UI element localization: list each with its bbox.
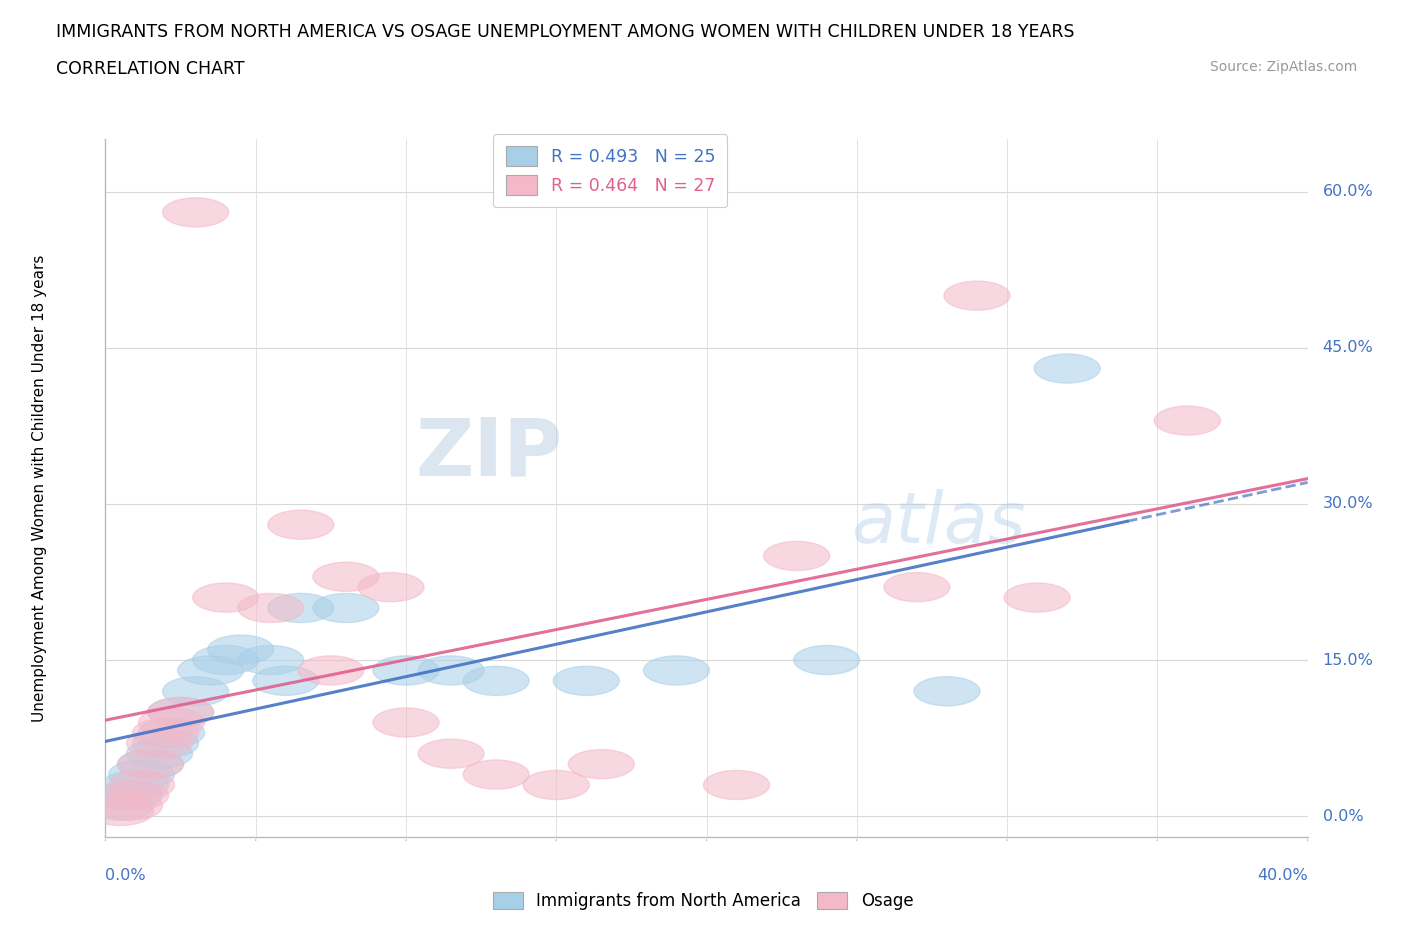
Ellipse shape xyxy=(793,645,860,674)
Ellipse shape xyxy=(463,760,529,790)
Ellipse shape xyxy=(884,573,950,602)
Ellipse shape xyxy=(312,593,380,622)
Text: Source: ZipAtlas.com: Source: ZipAtlas.com xyxy=(1209,60,1357,74)
Ellipse shape xyxy=(523,770,589,800)
Text: 0.0%: 0.0% xyxy=(1323,809,1364,824)
Ellipse shape xyxy=(914,677,980,706)
Ellipse shape xyxy=(108,760,174,790)
Text: 15.0%: 15.0% xyxy=(1323,653,1374,668)
Ellipse shape xyxy=(163,198,229,227)
Ellipse shape xyxy=(132,718,198,748)
Text: 30.0%: 30.0% xyxy=(1323,497,1374,512)
Ellipse shape xyxy=(97,791,163,820)
Ellipse shape xyxy=(703,770,769,800)
Ellipse shape xyxy=(127,739,193,768)
Text: 60.0%: 60.0% xyxy=(1323,184,1374,199)
Text: 45.0%: 45.0% xyxy=(1323,340,1374,355)
Ellipse shape xyxy=(163,677,229,706)
Legend: Immigrants from North America, Osage: Immigrants from North America, Osage xyxy=(486,885,920,917)
Ellipse shape xyxy=(103,781,169,810)
Ellipse shape xyxy=(132,729,198,758)
Ellipse shape xyxy=(553,666,620,696)
Ellipse shape xyxy=(127,729,193,758)
Ellipse shape xyxy=(193,583,259,612)
Text: ZIP: ZIP xyxy=(415,415,562,492)
Text: 40.0%: 40.0% xyxy=(1257,869,1308,883)
Ellipse shape xyxy=(193,645,259,674)
Legend: R = 0.493   N = 25, R = 0.464   N = 27: R = 0.493 N = 25, R = 0.464 N = 27 xyxy=(494,134,727,207)
Ellipse shape xyxy=(1004,583,1070,612)
Ellipse shape xyxy=(177,656,243,685)
Ellipse shape xyxy=(418,656,484,685)
Ellipse shape xyxy=(763,541,830,570)
Ellipse shape xyxy=(1033,354,1101,383)
Ellipse shape xyxy=(87,796,153,826)
Text: IMMIGRANTS FROM NORTH AMERICA VS OSAGE UNEMPLOYMENT AMONG WOMEN WITH CHILDREN UN: IMMIGRANTS FROM NORTH AMERICA VS OSAGE U… xyxy=(56,23,1074,41)
Ellipse shape xyxy=(418,739,484,768)
Ellipse shape xyxy=(148,698,214,726)
Ellipse shape xyxy=(267,511,333,539)
Ellipse shape xyxy=(267,593,333,622)
Ellipse shape xyxy=(644,656,710,685)
Ellipse shape xyxy=(298,656,364,685)
Ellipse shape xyxy=(208,635,274,664)
Ellipse shape xyxy=(103,770,169,800)
Ellipse shape xyxy=(97,781,163,810)
Ellipse shape xyxy=(568,750,634,778)
Ellipse shape xyxy=(139,718,205,748)
Ellipse shape xyxy=(118,750,184,778)
Text: atlas: atlas xyxy=(851,488,1025,558)
Ellipse shape xyxy=(312,562,380,591)
Text: Unemployment Among Women with Children Under 18 years: Unemployment Among Women with Children U… xyxy=(32,255,46,722)
Ellipse shape xyxy=(253,666,319,696)
Ellipse shape xyxy=(463,666,529,696)
Ellipse shape xyxy=(943,281,1010,311)
Ellipse shape xyxy=(139,708,205,737)
Ellipse shape xyxy=(118,750,184,778)
Text: 0.0%: 0.0% xyxy=(105,869,146,883)
Ellipse shape xyxy=(373,708,439,737)
Ellipse shape xyxy=(238,645,304,674)
Ellipse shape xyxy=(87,791,153,820)
Ellipse shape xyxy=(148,698,214,726)
Ellipse shape xyxy=(238,593,304,622)
Ellipse shape xyxy=(373,656,439,685)
Ellipse shape xyxy=(108,770,174,800)
Ellipse shape xyxy=(359,573,425,602)
Text: CORRELATION CHART: CORRELATION CHART xyxy=(56,60,245,78)
Ellipse shape xyxy=(1154,406,1220,435)
